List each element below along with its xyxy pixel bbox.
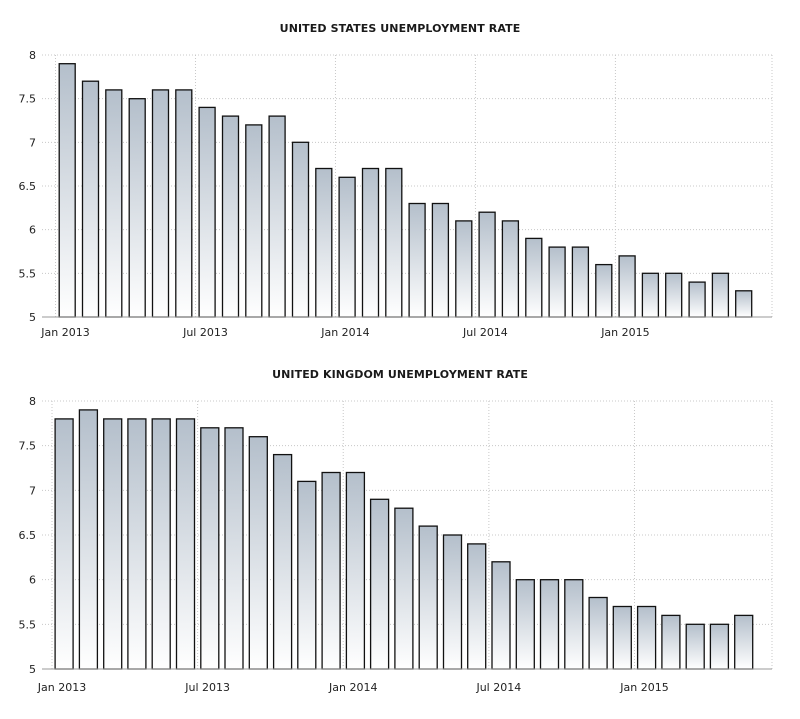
x-tick-label: Jul 2013	[184, 681, 230, 694]
bar-2013-02	[78, 409, 99, 670]
bar-2014-06	[467, 543, 487, 670]
x-tick-label: Jan 2015	[619, 681, 668, 694]
bar-2014-03	[385, 167, 403, 318]
bar-2014-08	[501, 220, 520, 318]
chart-title: UNITED KINGDOM UNEMPLOYMENT RATE	[272, 368, 528, 381]
bar-2014-02	[369, 498, 390, 670]
bar-2013-05	[151, 418, 171, 670]
bar-2014-05	[442, 534, 463, 670]
y-tick-label: 5.5	[19, 267, 37, 280]
y-tick-label: 8	[29, 395, 36, 408]
bar-2015-05	[711, 272, 730, 318]
bar-2013-09	[248, 436, 268, 670]
y-tick-label: 7.5	[19, 93, 37, 106]
x-tick-label: Jan 2014	[328, 681, 377, 694]
y-tick-label: 5	[29, 663, 36, 676]
bar-2015-02	[641, 272, 660, 318]
bar-2013-11	[297, 480, 317, 670]
x-tick-label: Jul 2014	[475, 681, 521, 694]
bar-2013-12	[315, 167, 333, 318]
bar-2014-07	[491, 561, 511, 670]
bar-2013-01	[58, 63, 76, 318]
bar-2013-10	[272, 453, 293, 670]
us-unemployment-chart: UNITED STATES UNEMPLOYMENT RATE 5 5.5 6 6.5…	[0, 0, 800, 355]
bar-2014-02	[361, 167, 380, 318]
bar-2015-02	[661, 614, 681, 670]
bar-2014-09	[539, 579, 560, 670]
bar-2015-05	[734, 614, 754, 670]
uk-unemployment-chart: UNITED KINGDOM UNEMPLOYMENT RATE 5 5.5 6 6.…	[0, 355, 800, 719]
bar-2015-03	[685, 623, 705, 670]
bar-2013-08	[221, 115, 240, 318]
chart-title: UNITED STATES UNEMPLOYMENT RATE	[279, 22, 521, 35]
bar-2013-07	[200, 427, 220, 670]
y-tick-label: 8	[29, 49, 36, 62]
bar-2015-01	[618, 255, 636, 318]
bar-2013-12	[321, 471, 341, 670]
bar-2013-06	[175, 418, 196, 670]
bar-2014-04	[418, 525, 438, 670]
x-tick-label: Jan 2013	[40, 326, 89, 339]
bar-2013-09	[245, 124, 263, 318]
bar-2015-03	[665, 272, 683, 318]
x-tick-label: Jul 2013	[182, 326, 228, 339]
y-tick-label: 5.5	[19, 618, 37, 631]
us-chart-plot: 5 5.5 6 6.5 7 7.5 8 Jan 2013 Jul 2013 Jan 2014 Jul…	[19, 49, 773, 339]
bar-2014-01	[345, 471, 366, 670]
y-tick-label: 7	[29, 484, 36, 497]
bar-2015-04	[688, 281, 706, 318]
bar-2013-10	[268, 115, 286, 318]
bar-2013-08	[224, 427, 244, 670]
y-tick-label: 7.5	[19, 440, 37, 453]
bar-2015-01	[636, 605, 657, 670]
bar-2013-07	[198, 106, 216, 318]
y-tick-label: 6	[29, 574, 36, 587]
bar-2013-02	[81, 80, 100, 318]
x-tick-label: Jan 2013	[37, 681, 86, 694]
y-tick-label: 7	[29, 136, 36, 149]
bar-2013-05	[151, 89, 170, 318]
bar-2015-04	[709, 623, 730, 670]
bar-2013-03	[103, 418, 123, 670]
y-tick-label: 6.5	[19, 529, 37, 542]
bar-2014-03	[394, 507, 414, 670]
bar-2014-12	[595, 263, 613, 318]
bar-2015-06	[735, 290, 753, 318]
bar-2013-04	[127, 418, 147, 670]
bar-2013-06	[175, 89, 193, 318]
bar-2014-10	[548, 246, 566, 318]
bar-2014-06	[455, 220, 473, 318]
bar-2014-05	[431, 202, 450, 318]
bar-2014-12	[612, 605, 632, 670]
bar-2013-11	[291, 141, 310, 318]
bar-2013-03	[105, 89, 123, 318]
bar-2014-07	[478, 211, 496, 318]
x-tick-label: Jan 2015	[600, 326, 649, 339]
bar-2014-09	[525, 237, 543, 318]
x-tick-label: Jul 2014	[462, 326, 508, 339]
y-tick-label: 5	[29, 311, 36, 324]
y-tick-label: 6	[29, 224, 36, 237]
bar-2014-08	[515, 579, 535, 670]
bar-2013-04	[128, 98, 146, 318]
bar-2014-11	[571, 246, 590, 318]
bar-2014-11	[588, 596, 608, 670]
uk-chart-plot: 5 5.5 6 6.5 7 7.5 8 Jan 2013 Jul 2013 Jan 2014 Jul…	[19, 395, 773, 694]
bar-2013-01	[54, 418, 74, 670]
y-tick-label: 6.5	[19, 180, 37, 193]
x-tick-label: Jan 2014	[320, 326, 369, 339]
bar-2014-04	[408, 202, 426, 318]
bar-2014-10	[564, 579, 584, 670]
bar-2014-01	[338, 176, 356, 318]
